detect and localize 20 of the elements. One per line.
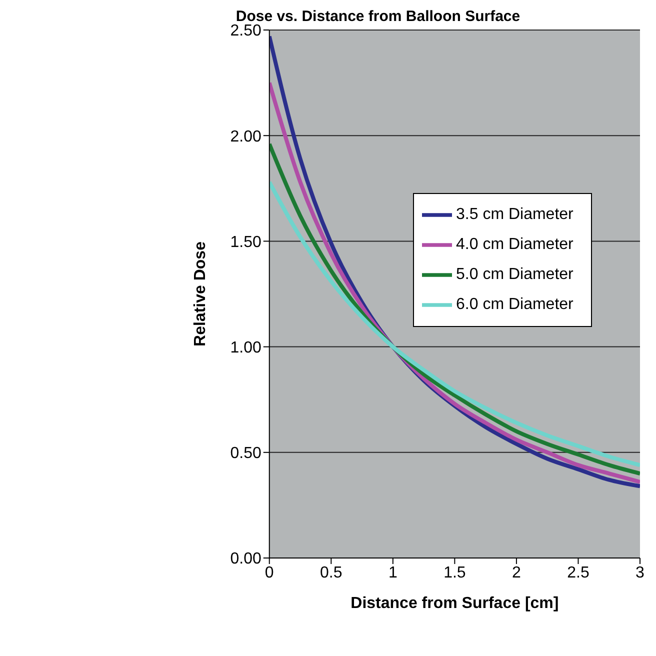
- y-tick-label: 1.00: [230, 339, 262, 356]
- x-tick-label: 1.5: [444, 564, 466, 582]
- x-tick-label: 1: [388, 564, 398, 582]
- x-tick-label: 2.5: [567, 564, 590, 582]
- legend-label: 6.0 cm Diameter: [456, 296, 574, 314]
- legend-label: 5.0 cm Diameter: [456, 266, 574, 284]
- x-tick-label: 0.5: [320, 564, 342, 582]
- y-axis-title: Relative Dose: [192, 241, 210, 346]
- y-tick-label: 1.50: [230, 234, 262, 251]
- y-tick-label: 2.00: [230, 128, 262, 146]
- y-tick-label: 0.00: [230, 550, 262, 568]
- legend-label: 4.0 cm Diameter: [456, 236, 574, 254]
- x-tick-label: 2: [512, 564, 522, 582]
- legend-label: 3.5 cm Diameter: [456, 206, 574, 224]
- x-axis-title: Distance from Surface [cm]: [350, 595, 559, 612]
- chart-title: Dose vs. Distance from Balloon Surface: [236, 8, 522, 25]
- y-tick-label: 2.50: [230, 22, 262, 40]
- x-tick-label: 0: [264, 564, 274, 582]
- y-tick-label: 0.50: [230, 445, 262, 462]
- x-tick-label: 3: [636, 564, 645, 582]
